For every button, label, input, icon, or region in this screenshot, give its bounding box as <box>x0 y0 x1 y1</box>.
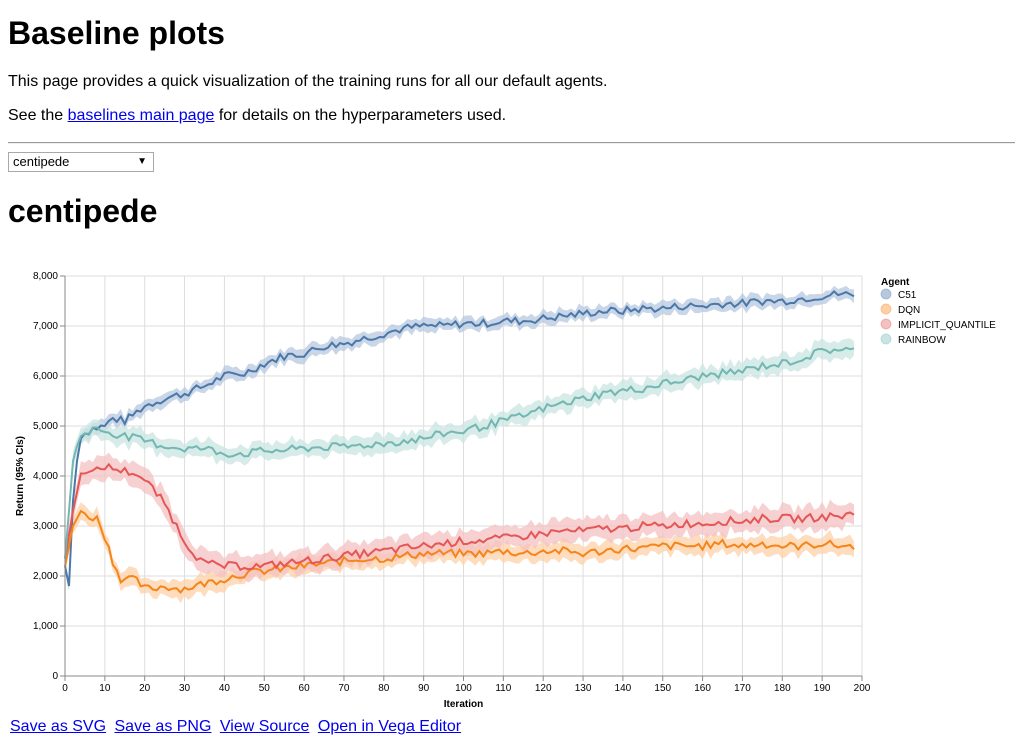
save-png-link[interactable]: Save as PNG <box>114 718 212 735</box>
ci-band-rainbow <box>65 338 854 565</box>
ci-band-c51 <box>65 285 854 591</box>
game-title: centipede <box>8 193 158 229</box>
y-tick-label: 8,000 <box>33 271 58 282</box>
x-tick-label: 10 <box>99 683 111 694</box>
x-tick-label: 140 <box>615 683 632 694</box>
y-axis-title: Return (95% CIs) <box>15 436 26 516</box>
note-suffix: for details on the hyperparameters used. <box>214 107 507 124</box>
x-tick-label: 20 <box>139 683 151 694</box>
y-tick-label: 5,000 <box>33 421 58 432</box>
legend-label-rainbow: RAINBOW <box>898 335 946 346</box>
x-tick-label: 90 <box>418 683 430 694</box>
x-tick-label: 150 <box>654 683 671 694</box>
x-axis-title: Iteration <box>444 699 483 710</box>
x-tick-label: 110 <box>495 683 511 694</box>
legend: Agent C51 DQN IMPLICIT_QUANTILE RAINBOW <box>880 277 996 346</box>
x-tick-label: 200 <box>854 683 871 694</box>
dropdown-arrow-icon: ▼ <box>137 156 147 167</box>
grid-lines <box>64 275 863 677</box>
y-tick-label: 1,000 <box>33 621 58 632</box>
x-tick-label: 40 <box>219 683 231 694</box>
baselines-main-page-link[interactable]: baselines main page <box>67 107 215 124</box>
x-tick-label: 80 <box>378 683 390 694</box>
x-tick-label: 30 <box>179 683 191 694</box>
series-lines <box>64 290 855 595</box>
open-vega-editor-link[interactable]: Open in Vega Editor <box>317 718 462 735</box>
view-source-link[interactable]: View Source <box>219 718 310 735</box>
ci-band-dqn <box>65 502 854 604</box>
x-tick-label: 170 <box>734 683 751 694</box>
y-tick-label: 4,000 <box>33 471 58 482</box>
legend-symbol-dqn <box>880 303 892 315</box>
axes: 0 1,000 2,000 3,000 4,000 5,000 6,000 7,000 8,00… <box>15 271 871 710</box>
legend-label-c51: C51 <box>898 290 917 301</box>
y-tick-label: 0 <box>52 671 58 682</box>
legend-symbol-rainbow <box>880 333 892 345</box>
note-prefix: See the <box>8 107 68 124</box>
x-tick-label: 120 <box>535 683 552 694</box>
x-tick-label: 60 <box>299 683 311 694</box>
chart-actions: Save as SVG Save as PNG View Source Open… <box>10 718 465 736</box>
legend-symbol-c51 <box>880 288 892 300</box>
legend-label-implicit_quantile: IMPLICIT_QUANTILE <box>898 320 996 331</box>
legend-label-dqn: DQN <box>898 305 920 316</box>
y-tick-label: 7,000 <box>33 321 58 332</box>
y-tick-label: 2,000 <box>33 571 58 582</box>
x-tick-label: 160 <box>694 683 711 694</box>
x-tick-label: 0 <box>62 683 68 694</box>
series-line-implicit_quantile <box>64 462 855 572</box>
intro-text: This page provides a quick visualization… <box>8 73 608 90</box>
ci-band-implicit_quantile <box>65 452 854 583</box>
x-tick-label: 50 <box>259 683 271 694</box>
series-line-rainbow <box>64 346 855 559</box>
hyperparameters-note: See the baselines main page for details … <box>8 106 1007 126</box>
page-title: Baseline plots <box>8 15 225 51</box>
page: Baseline plots This page provides a quic… <box>0 14 1015 230</box>
series-line-dqn <box>64 509 855 595</box>
x-tick-label: 70 <box>338 683 350 694</box>
x-tick-label: 130 <box>575 683 592 694</box>
x-tick-label: 100 <box>455 683 472 694</box>
game-select-value: centipede <box>13 154 70 169</box>
x-tick-label: 180 <box>774 683 791 694</box>
legend-title: Agent <box>881 277 910 288</box>
series-line-c51 <box>64 290 855 587</box>
y-tick-label: 3,000 <box>33 521 58 532</box>
legend-symbol-implicit_quantile <box>880 318 892 330</box>
returns-chart: 0 1,000 2,000 3,000 4,000 5,000 6,000 7,000 8,00… <box>15 271 996 710</box>
x-tick-label: 190 <box>814 683 831 694</box>
y-tick-label: 6,000 <box>33 371 58 382</box>
ci-bands <box>65 285 854 604</box>
save-svg-link[interactable]: Save as SVG <box>10 718 107 735</box>
divider <box>8 142 1015 144</box>
game-select[interactable]: centipede ▼ <box>8 152 154 172</box>
